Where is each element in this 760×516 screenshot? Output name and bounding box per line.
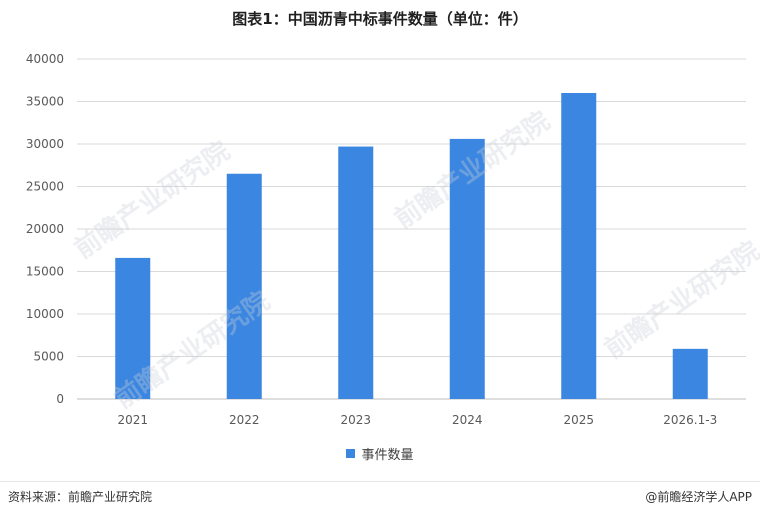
legend-swatch: [346, 449, 356, 458]
y-tick-label: 30000: [26, 137, 64, 151]
x-tick-label: 2025: [563, 413, 594, 427]
footer: 资料来源：前瞻产业研究院 @前瞻经济学人APP: [0, 481, 760, 516]
x-tick-label: 2022: [229, 413, 260, 427]
y-tick-label: 35000: [26, 95, 64, 109]
bar-2023: [338, 146, 374, 399]
bar-2024: [449, 138, 485, 399]
bar-2025: [561, 93, 597, 399]
y-tick-label: 40000: [26, 52, 64, 66]
source-text: 资料来源：前瞻产业研究院: [8, 490, 153, 504]
chart-title: 图表1：中国沥青中标事件数量（单位：件）: [232, 10, 528, 28]
x-tick-label: 2026.1-3: [663, 413, 717, 427]
legend-label: 事件数量: [361, 448, 414, 463]
y-tick-label: 5000: [33, 350, 64, 364]
y-tick-label: 25000: [26, 180, 64, 194]
bar-chart: 0 5000 10000 15000 20000 25000 30000 35000 40000…: [26, 52, 746, 427]
bar-2026.1-3: [672, 348, 708, 399]
y-tick-label: 15000: [26, 265, 64, 279]
y-tick-label: 20000: [26, 222, 64, 236]
bar-2021: [115, 257, 151, 399]
x-tick-label: 2023: [340, 413, 371, 427]
y-tick-label: 10000: [26, 307, 64, 321]
bar-2022: [226, 173, 262, 399]
x-tick-label: 2021: [117, 413, 148, 427]
legend: 事件数量: [0, 444, 760, 463]
y-tick-label: 0: [56, 392, 64, 406]
x-tick-label: 2024: [452, 413, 483, 427]
credit-text: @前瞻经济学人APP: [645, 490, 752, 504]
